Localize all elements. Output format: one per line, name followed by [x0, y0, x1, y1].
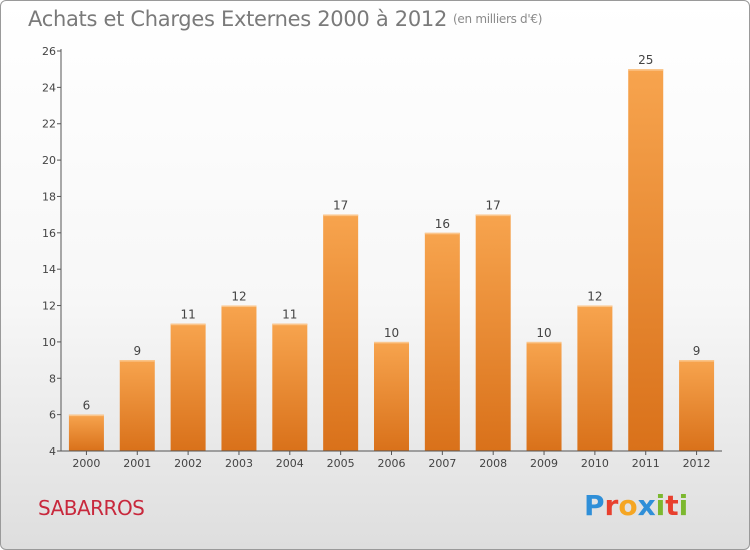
bar-top-edge: [68, 414, 104, 417]
y-axis: 4 6 8 10 12 14 16 18 20 22 24 26: [42, 45, 62, 458]
logo-letter: o: [618, 489, 638, 522]
bar-value-label: 10: [536, 326, 551, 340]
y-tick-label: 8: [49, 372, 56, 385]
chart-title-text: Achats et Charges Externes 2000 à 2012: [28, 7, 448, 31]
x-tick-label: 2011: [632, 457, 660, 470]
logo-letter: i: [655, 489, 666, 522]
logo-letter: t: [665, 489, 679, 522]
bar-value-label: 12: [231, 290, 246, 304]
x-tick-label: 2009: [530, 457, 558, 470]
y-tick-label: 12: [42, 300, 56, 313]
y-tick-label: 18: [42, 190, 56, 203]
bar-value-label: 25: [638, 53, 653, 67]
bar-2002: [170, 323, 206, 451]
x-tick-label: 2006: [378, 457, 406, 470]
bar-2011: [628, 69, 664, 451]
bar-value-label: 17: [486, 199, 501, 213]
x-tick-label: 2004: [276, 457, 304, 470]
bar-value-label: 10: [384, 326, 399, 340]
bar-top-edge: [628, 69, 664, 71]
x-tick-label: 2007: [428, 457, 456, 470]
bar-value-label: 6: [83, 399, 91, 413]
bar-top-edge: [323, 214, 359, 217]
commune-name: SABARROS: [38, 496, 145, 520]
bar-2008: [475, 214, 511, 451]
y-tick-label: 6: [49, 409, 56, 422]
bar-2012: [679, 360, 715, 451]
bar-value-label: 17: [333, 199, 348, 213]
bar-value-label: 16: [435, 217, 450, 231]
bar-top-edge: [577, 305, 613, 308]
bar-value-label: 11: [282, 308, 297, 322]
bar-top-edge: [424, 232, 460, 235]
x-tick-label: 2010: [581, 457, 609, 470]
x-tick-label: 2012: [683, 457, 711, 470]
bar-top-edge: [221, 305, 257, 308]
bar-value-label: 9: [693, 344, 701, 358]
x-tick-label: 2001: [123, 457, 151, 470]
bar-value-label: 9: [133, 344, 141, 358]
bar-top-edge: [475, 214, 511, 217]
bar-2005: [323, 214, 359, 451]
bar-top-edge: [170, 323, 206, 326]
y-tick-label: 10: [42, 336, 56, 349]
bar-top-edge: [526, 341, 562, 344]
proxiti-logo[interactable]: Proxiti: [584, 489, 688, 522]
logo-letter: r: [604, 489, 619, 522]
bar-2003: [221, 305, 257, 451]
x-tick-label: 2000: [72, 457, 100, 470]
y-tick-label: 26: [42, 45, 56, 58]
bar-top-edge: [374, 341, 409, 344]
logo-letter: i: [678, 489, 689, 522]
bar-value-label: 11: [180, 308, 195, 322]
bar-value-label: 12: [587, 290, 602, 304]
y-tick-label: 24: [42, 81, 56, 94]
y-tick-label: 16: [42, 227, 56, 240]
bar-2006: [374, 341, 409, 451]
x-tick-label: 2005: [327, 457, 355, 470]
bar-top-edge: [272, 323, 308, 326]
x-axis: 2000 2001 2002 2003 2004 2005 2006 2007 2008 2009…: [61, 450, 722, 470]
bar-top-edge: [119, 360, 155, 362]
bar-2000: [68, 414, 104, 451]
bar-2004: [272, 323, 308, 451]
bar-2001: [119, 360, 155, 451]
bar-2010: [577, 305, 613, 451]
y-tick-label: 20: [42, 154, 56, 167]
bars: 6 9 11 12 11 17 10 16 17 10 12 25 9: [68, 53, 715, 451]
chart-title: Achats et Charges Externes 2000 à 2012 (e…: [28, 7, 542, 31]
logo-letter: P: [584, 489, 605, 522]
chart-title-unit: (en milliers d'€): [453, 12, 543, 26]
x-tick-label: 2003: [225, 457, 253, 470]
x-tick-label: 2008: [479, 457, 507, 470]
bar-top-edge: [679, 360, 715, 362]
logo-letter: x: [637, 489, 656, 522]
x-tick-label: 2002: [174, 457, 202, 470]
y-tick-label: 4: [49, 445, 56, 458]
bar-2009: [526, 341, 562, 451]
y-tick-label: 14: [42, 263, 56, 276]
y-tick-label: 22: [42, 118, 56, 131]
bar-2007: [424, 232, 460, 451]
